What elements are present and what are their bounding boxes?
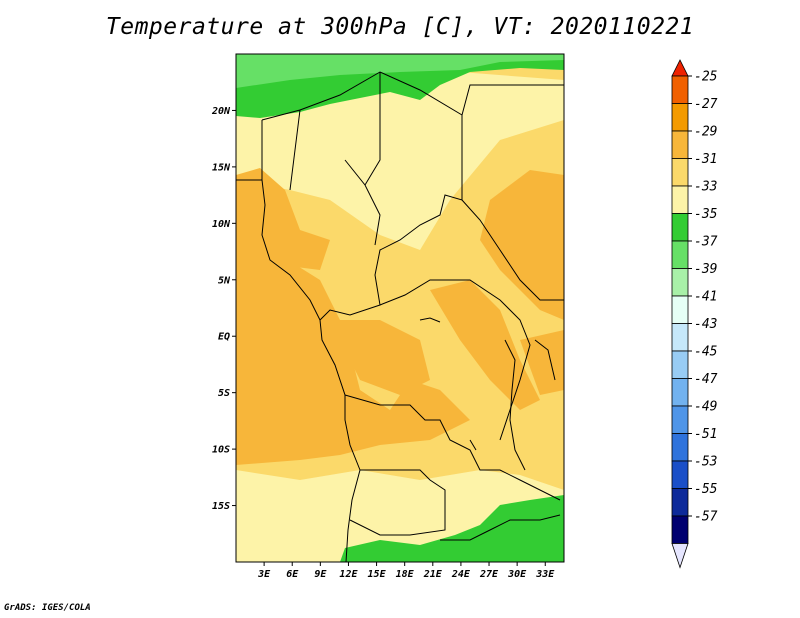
colorbar-swatch <box>671 350 689 379</box>
temperature-field <box>236 54 564 562</box>
sudan-borders <box>461 84 564 301</box>
field-orange-central <box>430 280 540 410</box>
colorbar-swatch <box>671 268 689 297</box>
colorbar-swatch <box>671 130 689 159</box>
lat-tick-label: 15S <box>212 501 230 512</box>
interior-borders-north <box>261 72 381 246</box>
colorbar-label: -37 <box>694 235 718 250</box>
chart-title: Temperature at 300hPa [C], VT: 202011022… <box>105 14 695 40</box>
lat-tick-label: 20N <box>211 106 231 117</box>
colorbar-label: -35 <box>694 207 718 222</box>
colorbar-bottom-arrow <box>671 543 689 569</box>
field-orange-congo <box>330 320 430 395</box>
lon-tick-label: 27E <box>479 569 499 580</box>
colorbar-label: -47 <box>694 372 718 387</box>
lon-tick-label: 18E <box>396 569 415 580</box>
colorbar-swatch <box>671 378 689 407</box>
colorbar-top-arrow <box>671 59 689 77</box>
field-orange-west <box>236 255 470 465</box>
colorbar: -25 -27 -29 -31 -33 -35 -37 -39 -41 -43 -45 -47 -49 -… <box>671 59 718 569</box>
lat-tick-label: 5S <box>218 388 230 399</box>
colorbar-label: -57 <box>694 510 718 525</box>
colorbar-label: -27 <box>694 97 718 112</box>
colorbar-label: -31 <box>694 152 717 167</box>
map-frame <box>235 53 565 563</box>
colorbar-swatch <box>671 103 689 132</box>
drc-south-borders <box>344 394 561 501</box>
colorbar-swatch <box>671 240 689 269</box>
colorbar-label: -51 <box>694 427 717 442</box>
colorbar-swatch <box>671 488 689 517</box>
colorbar-swatch <box>671 75 689 104</box>
drc-north-borders <box>379 279 531 441</box>
lon-tick-label: 33E <box>535 569 555 580</box>
colorbar-label: -29 <box>694 125 717 140</box>
colorbar-label: -49 <box>694 400 717 415</box>
grads-credit: GrADS: IGES/COLA <box>4 603 91 613</box>
lon-tick-label: 3E <box>257 569 271 580</box>
lon-tick-label: 12E <box>339 569 358 580</box>
lon-tick-label: 9E <box>314 569 327 580</box>
lat-tick-label: 10N <box>212 219 231 230</box>
colorbar-swatch <box>671 185 689 214</box>
colorbar-swatch <box>671 405 689 434</box>
colorbar-swatch <box>671 433 689 462</box>
colorbar-swatch <box>671 158 689 187</box>
colorbar-swatch <box>671 515 689 544</box>
latitude-axis: 20N 15N 10N 5N EQ 5S 10S 15S <box>211 106 236 512</box>
lat-tick-label: 5N <box>218 275 231 286</box>
lon-tick-label: 6E <box>286 569 299 580</box>
field-lightgreen-north <box>236 54 564 88</box>
colorbar-label: -33 <box>694 180 717 195</box>
lat-tick-label: 10S <box>212 445 230 456</box>
lon-tick-label: 15E <box>368 569 387 580</box>
colorbar-label: -45 <box>694 345 718 360</box>
field-light-north <box>236 70 564 250</box>
field-orange-northwest <box>236 168 330 270</box>
field-orange-lakes <box>520 330 564 395</box>
colorbar-swatch <box>671 295 689 324</box>
field-orange-east <box>480 170 564 320</box>
colorbar-label: -39 <box>694 262 717 277</box>
colorbar-label: -25 <box>694 70 718 85</box>
borders <box>236 71 564 562</box>
lat-tick-label: EQ <box>218 332 230 343</box>
colorbar-label: -53 <box>694 455 717 470</box>
southern-borders <box>440 514 561 541</box>
colorbar-label: -41 <box>694 290 717 305</box>
lon-tick-label: 30E <box>507 569 527 580</box>
longitude-axis: 3E 6E 9E 12E 15E 18E 21E 24E 27E 30E 33E <box>257 562 555 580</box>
colorbar-swatch <box>671 213 689 242</box>
lon-tick-label: 24E <box>451 569 471 580</box>
colorbar-swatch <box>671 460 689 489</box>
sahel-borders <box>261 71 463 321</box>
rift-lakes <box>504 339 556 471</box>
lat-tick-label: 15N <box>212 162 231 173</box>
colorbar-swatch <box>671 323 689 352</box>
west-coast <box>236 179 361 562</box>
angola-borders <box>349 469 446 536</box>
colorbar-label: -55 <box>694 482 718 497</box>
lake-fragments <box>419 317 477 451</box>
lon-tick-label: 21E <box>423 569 443 580</box>
colorbar-label: -43 <box>694 317 717 332</box>
field-green-south <box>340 495 564 562</box>
